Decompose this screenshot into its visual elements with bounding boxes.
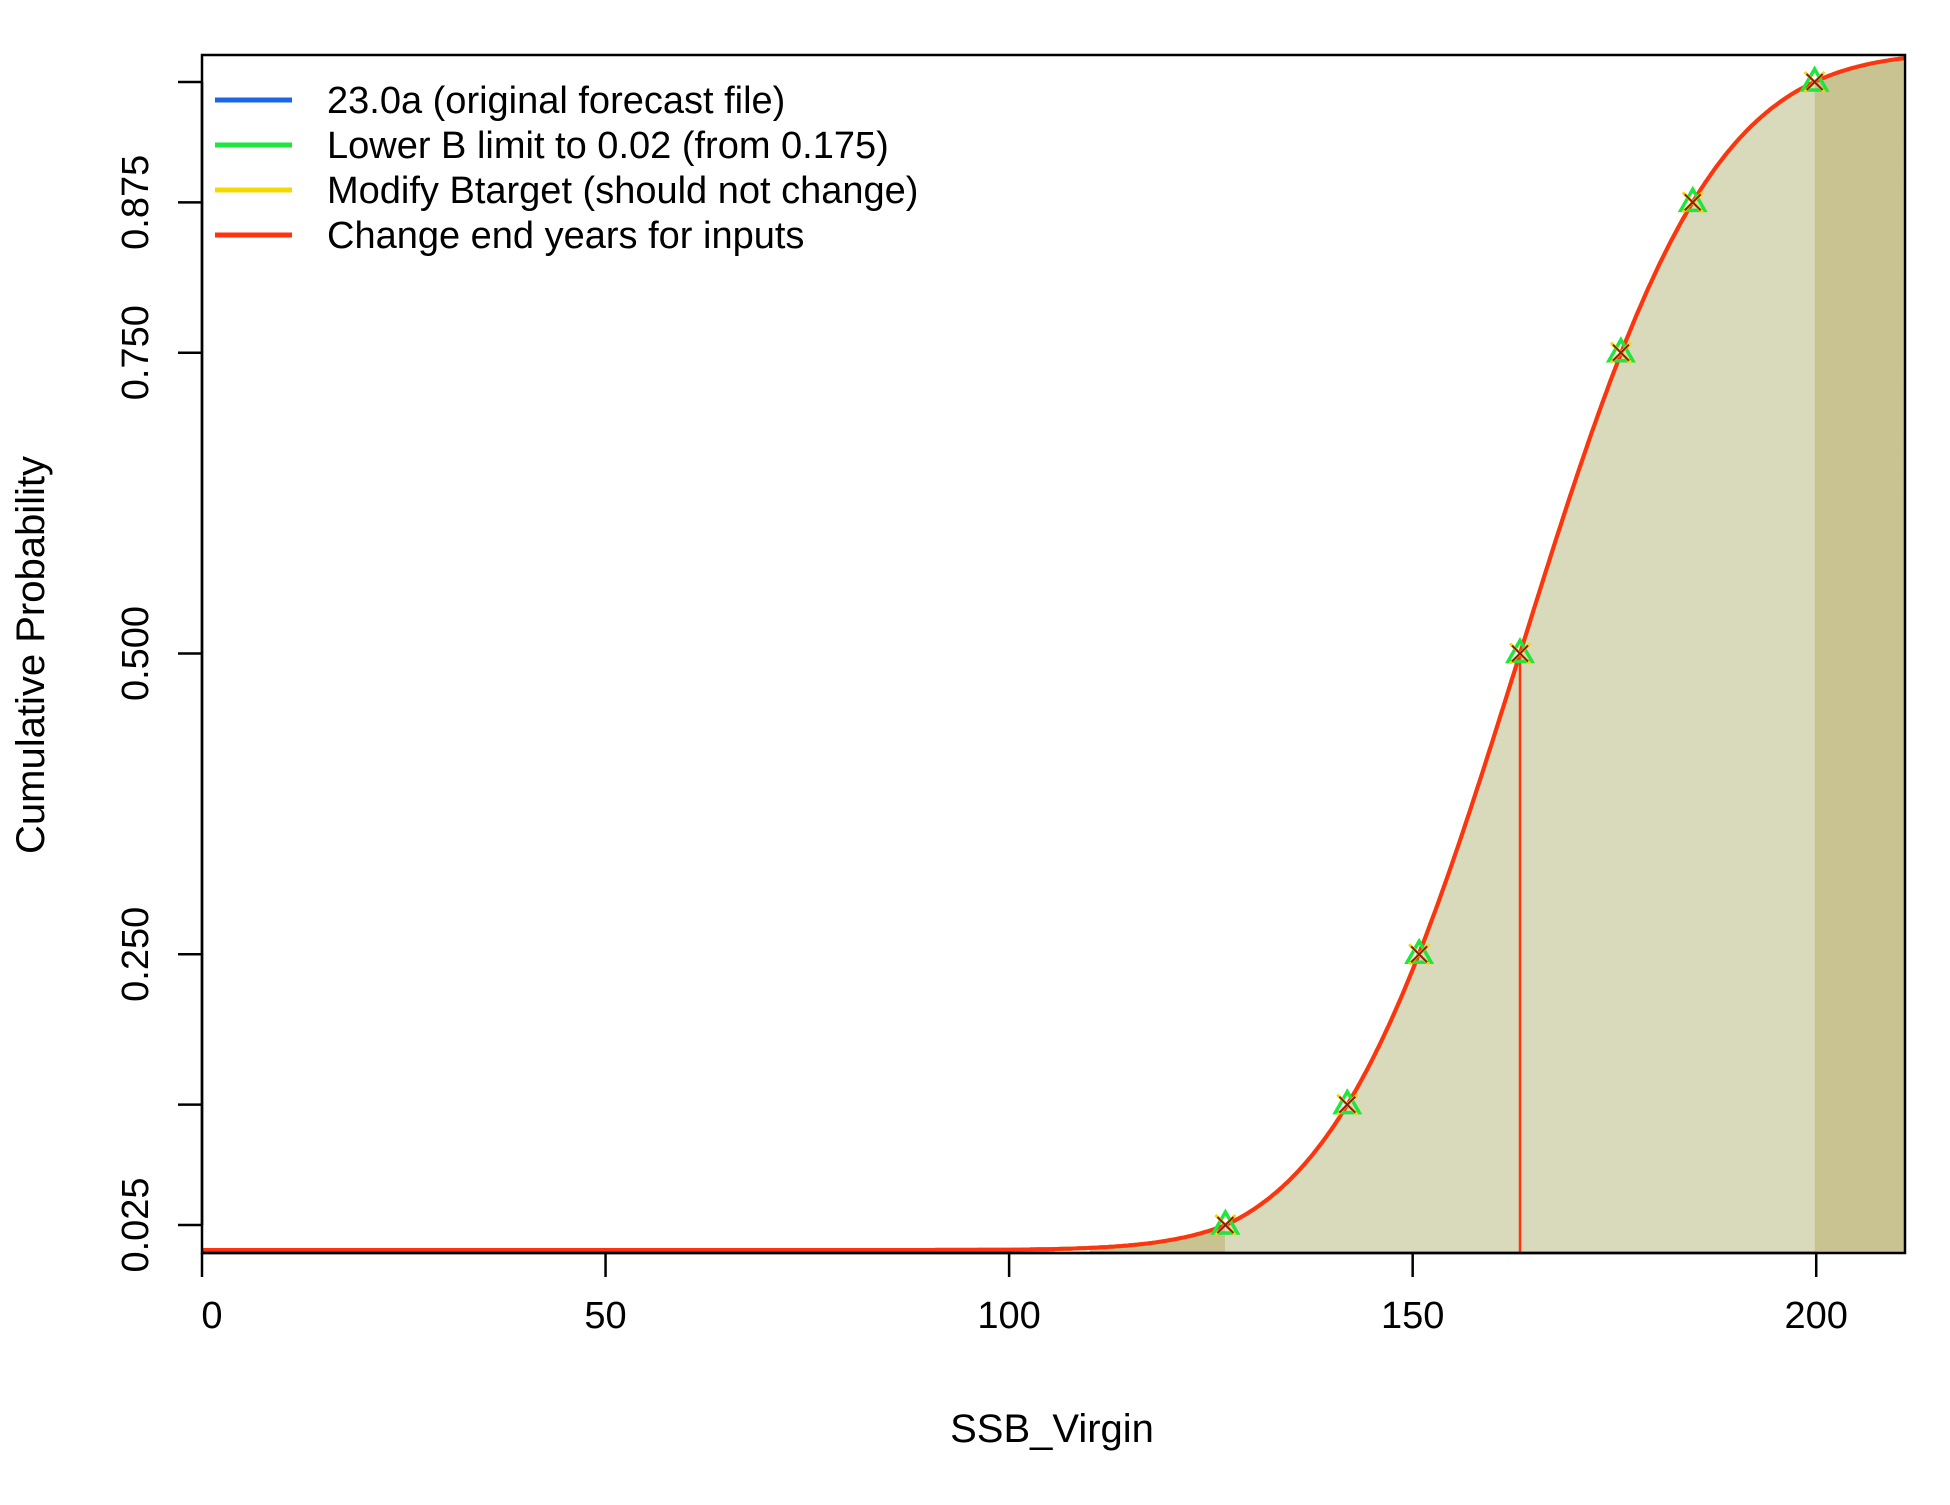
- legend-label: Change end years for inputs: [327, 215, 804, 257]
- x-tick-label: 100: [977, 1295, 1040, 1337]
- marker-x: [1684, 193, 1702, 212]
- x-axis: 0 50 100 150 200: [200, 1251, 1848, 1337]
- marker-x: [1338, 1095, 1356, 1114]
- marker-x: [1805, 73, 1824, 91]
- marker-triangle: [1677, 185, 1708, 213]
- x-axis-title: SSB_Virgin: [950, 1407, 1154, 1451]
- x-tick-label: 200: [1785, 1295, 1848, 1337]
- x-tick-label: 50: [584, 1295, 626, 1337]
- legend-item-3: Modify Btarget (should not change): [215, 170, 918, 212]
- marker-triangle: [1504, 636, 1536, 664]
- quantile-marker-6: [1677, 185, 1708, 214]
- marker-triangle: [1404, 937, 1435, 965]
- shading-upper-tail: [1814, 58, 1905, 1253]
- marker-x: [1410, 945, 1428, 963]
- legend-label: 23.0a (original forecast file): [327, 80, 785, 122]
- quantile-marker-3: [1404, 937, 1435, 966]
- y-tick-label: 0.750: [115, 305, 157, 400]
- legend-item-4: Change end years for inputs: [215, 215, 804, 257]
- x-tick-label: 150: [1381, 1295, 1444, 1337]
- legend: 23.0a (original forecast file)Lower B li…: [215, 80, 918, 257]
- marker-x: [1511, 644, 1529, 663]
- quantile-marker-7: [1799, 65, 1830, 94]
- legend-item-2: Lower B limit to 0.02 (from 0.175): [215, 125, 889, 167]
- y-axis: 0.025 0.250 0.500 0.750 0.875: [115, 80, 204, 1273]
- legend-item-1: 23.0a (original forecast file): [215, 80, 785, 122]
- marker-triangle: [1799, 65, 1830, 92]
- marker-triangle: [1210, 1208, 1241, 1235]
- marker-layer: [1210, 65, 1830, 1237]
- quantile-marker-5: [1605, 336, 1636, 364]
- shading-lower-tail: [1089, 1225, 1226, 1253]
- legend-label: Lower B limit to 0.02 (from 0.175): [327, 125, 889, 167]
- y-tick-label: 0.250: [115, 907, 157, 1002]
- marker-x: [1216, 1216, 1235, 1234]
- y-axis-title: Cumulative Probability: [9, 456, 53, 854]
- y-tick-label: 0.875: [115, 155, 157, 250]
- quantile-marker-2: [1332, 1088, 1363, 1116]
- y-tick-label: 0.025: [115, 1177, 157, 1272]
- marker-x: [1612, 344, 1630, 362]
- legend-label: Modify Btarget (should not change): [327, 170, 918, 212]
- quantile-marker-1: [1210, 1208, 1241, 1237]
- quantile-marker-4: [1504, 636, 1536, 665]
- marker-triangle: [1605, 336, 1636, 363]
- x-tick-label: 0: [201, 1295, 222, 1337]
- y-tick-label: 0.500: [115, 606, 157, 701]
- marker-triangle: [1332, 1088, 1363, 1115]
- shading-layer: [1089, 58, 1905, 1253]
